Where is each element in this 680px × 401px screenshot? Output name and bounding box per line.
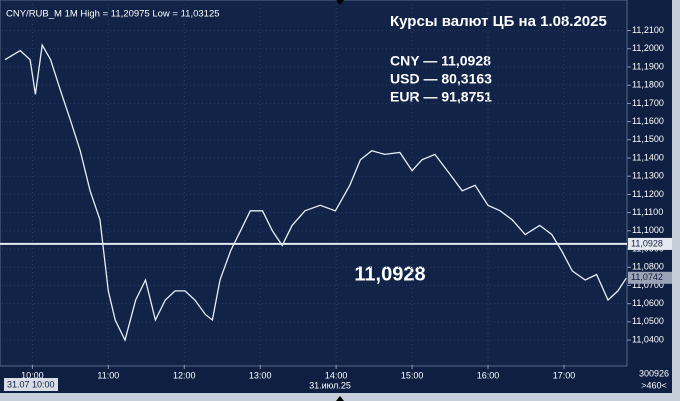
info-line: CNY — 11,0928 bbox=[390, 53, 491, 69]
price-annotation: 11,0928 bbox=[354, 263, 425, 285]
plot-area bbox=[0, 0, 628, 367]
start-date: 31.07 10:00 bbox=[7, 379, 55, 389]
y-tick-label: 11,1900 bbox=[632, 61, 664, 71]
start-date-box bbox=[4, 378, 58, 391]
marker bbox=[336, 0, 344, 5]
symbol-header: CNY/RUB_M 1M High = 11,20975 Low = 11,03… bbox=[6, 9, 220, 20]
x-tick-label: 13:00 bbox=[249, 370, 272, 380]
y-tick-label: 11,1500 bbox=[632, 134, 664, 144]
y-tick-label: 11,1400 bbox=[632, 152, 664, 162]
corner-zoom: >460< bbox=[641, 380, 667, 390]
corner-count: 300926 bbox=[639, 368, 669, 378]
x-tick-label: 11:00 bbox=[97, 370, 119, 380]
current-label: 11,0742 bbox=[631, 272, 663, 282]
level-label: 11,0928 bbox=[631, 238, 663, 248]
y-tick-label: 11,0700 bbox=[632, 280, 664, 290]
x-tick-label: 10:00 bbox=[21, 370, 44, 380]
date-label: 31.июл.25 bbox=[309, 380, 351, 390]
y-tick-label: 11,2000 bbox=[632, 43, 664, 53]
x-tick-label: 17:00 bbox=[553, 370, 576, 380]
y-tick-label: 11,1600 bbox=[632, 116, 664, 126]
price-line bbox=[4, 43, 627, 342]
info-line: USD — 80,3163 bbox=[390, 71, 492, 87]
info-line: EUR — 91,8751 bbox=[390, 89, 492, 105]
current-label-box bbox=[628, 271, 672, 284]
y-tick-label: 11,0600 bbox=[632, 298, 664, 308]
y-tick-label: 11,2100 bbox=[632, 25, 664, 35]
chart-title: Курсы валют ЦБ на 1.08.2025 bbox=[390, 13, 607, 30]
y-tick-label: 11,0400 bbox=[632, 334, 664, 344]
y-tick-label: 11,0800 bbox=[632, 262, 664, 272]
y-tick-label: 11,0500 bbox=[632, 316, 664, 326]
y-tick-label: 11,1000 bbox=[632, 225, 664, 235]
x-tick-label: 15:00 bbox=[401, 370, 424, 380]
marker bbox=[336, 396, 344, 401]
x-tick-label: 16:00 bbox=[477, 370, 500, 380]
y-tick-label: 11,1200 bbox=[632, 189, 664, 199]
level-label-box bbox=[628, 237, 672, 250]
y-tick-label: 11,1300 bbox=[632, 171, 664, 181]
x-tick-label: 14:00 bbox=[325, 370, 348, 380]
x-tick-label: 12:00 bbox=[173, 370, 196, 380]
y-tick-label: 11,1800 bbox=[632, 80, 664, 90]
y-tick-label: 11,1700 bbox=[632, 98, 664, 108]
y-tick-label: 11,1100 bbox=[632, 207, 663, 217]
